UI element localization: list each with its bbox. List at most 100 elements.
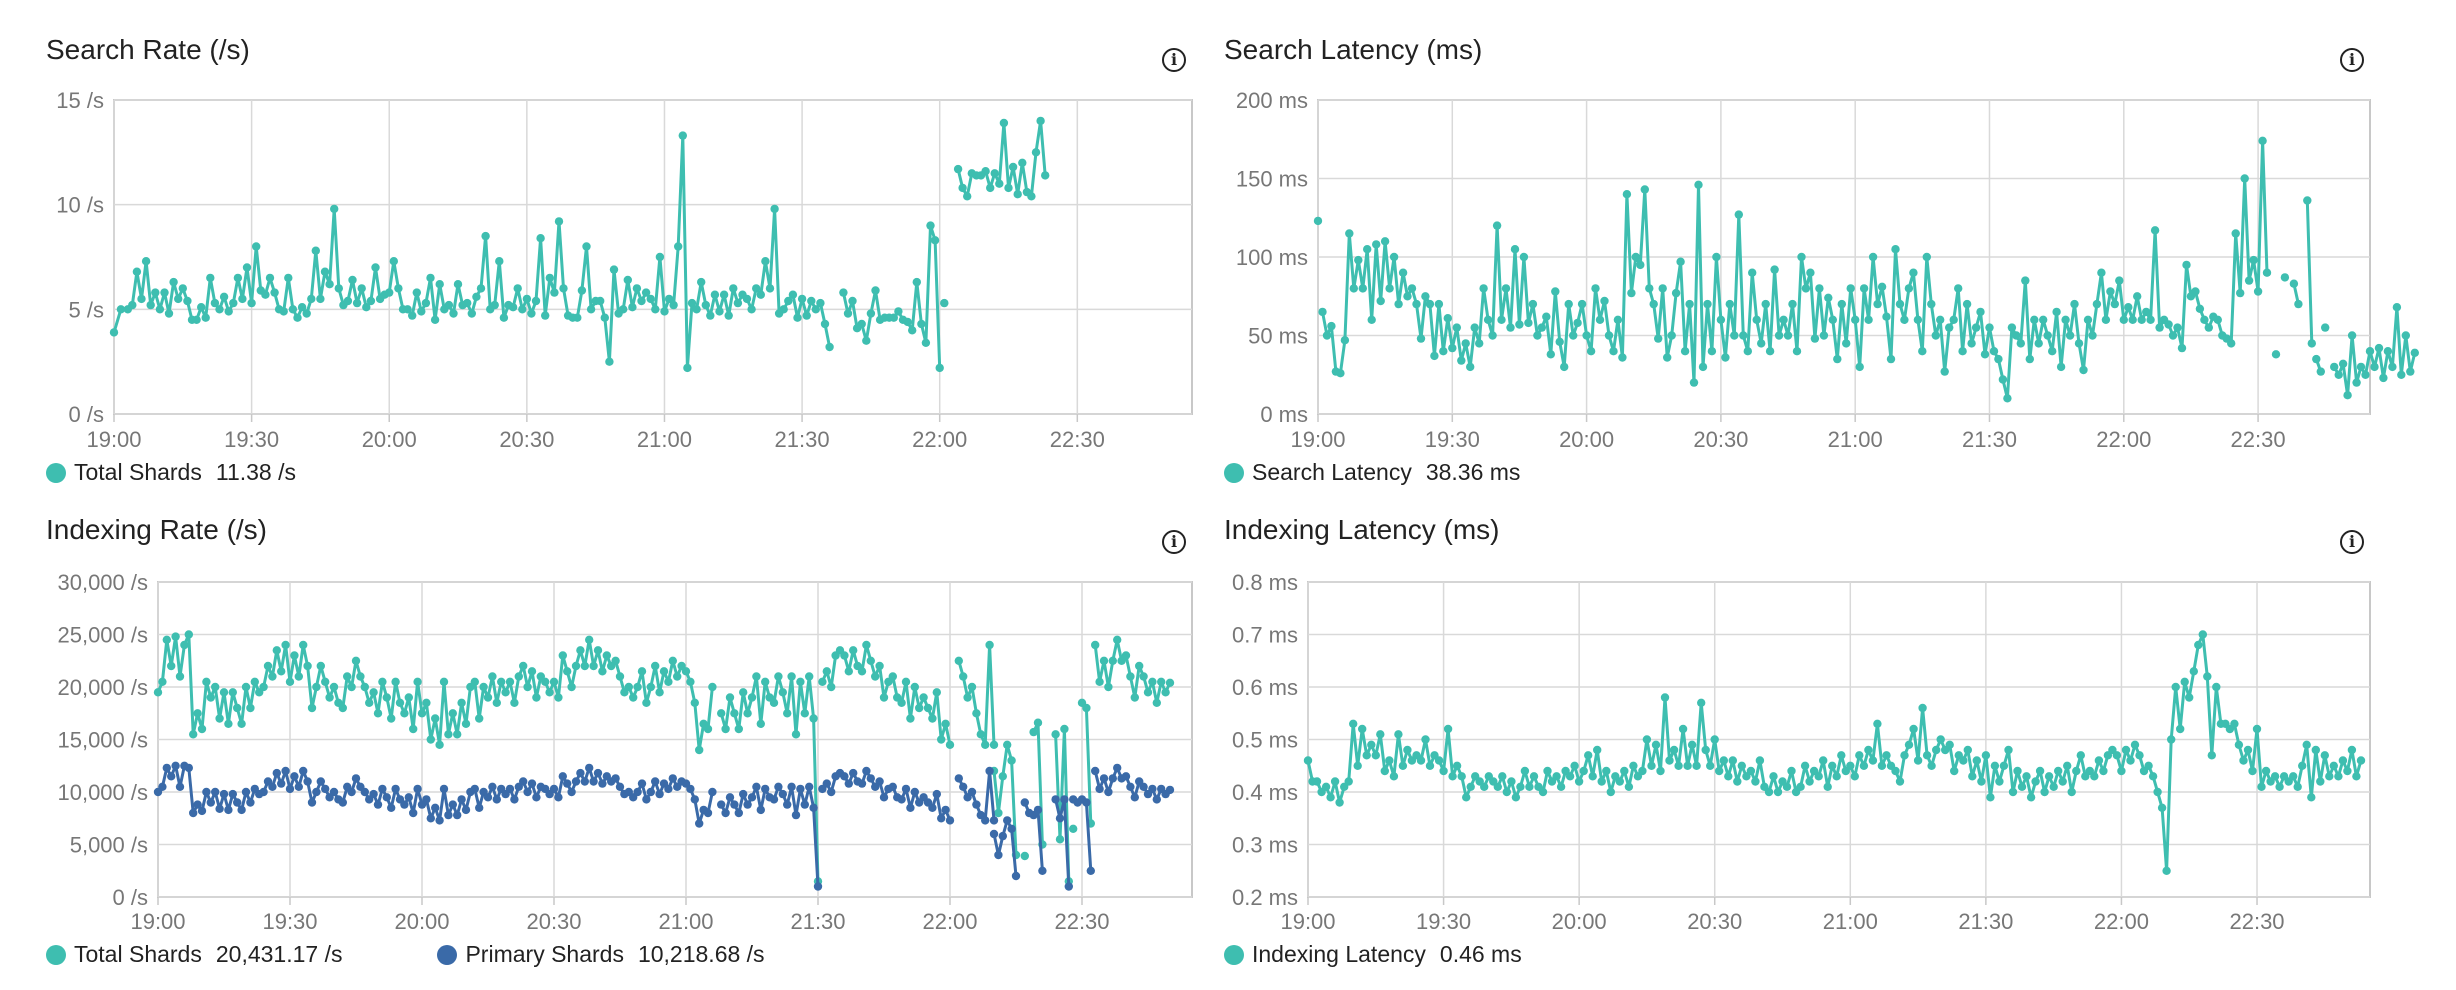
info-circle-icon[interactable]: i — [2340, 530, 2364, 554]
legend-item-total-shards[interactable]: Total Shards 11.38 /s — [46, 459, 296, 486]
info-circle-icon[interactable]: i — [1162, 48, 1186, 72]
data-point-total-shards — [463, 298, 472, 308]
data-point-primary-shards — [1139, 782, 1148, 791]
data-point-search-latency — [1936, 315, 1945, 324]
data-point-primary-shards — [844, 779, 853, 788]
data-point-primary-shards — [527, 779, 537, 788]
data-point-search-latency — [2307, 339, 2316, 348]
data-point-total-shards — [514, 672, 523, 681]
data-point-primary-shards — [453, 810, 462, 820]
data-point-total-shards — [623, 275, 632, 285]
data-point-indexing-latency — [2239, 756, 2248, 765]
data-point-primary-shards — [523, 787, 532, 797]
data-point-total-shards — [879, 693, 889, 702]
data-point-total-shards — [756, 290, 765, 299]
data-point-total-shards — [673, 672, 682, 681]
data-point-indexing-latency — [2343, 766, 2352, 776]
legend-label: Search Latency — [1252, 459, 1412, 485]
data-point-total-shards — [146, 300, 155, 310]
data-point-primary-shards — [580, 777, 589, 786]
data-point-total-shards — [284, 273, 293, 283]
data-point-search-latency — [1940, 367, 1949, 376]
data-point-indexing-latency — [1669, 745, 1679, 755]
data-point-search-latency — [2303, 196, 2312, 205]
legend-item-total-shards[interactable]: Total Shards 20,431.17 /s — [46, 941, 342, 968]
x-tick-label: 19:30 — [224, 427, 279, 452]
data-point-total-shards — [501, 688, 510, 697]
data-point-indexing-latency — [2148, 772, 2158, 781]
data-point-indexing-latency — [1755, 756, 1765, 765]
data-point-total-shards — [421, 298, 431, 308]
data-point-search-latency — [2016, 339, 2026, 348]
data-point-primary-shards — [241, 787, 251, 797]
x-tick-label: 22:30 — [2231, 427, 2286, 452]
data-point-primary-shards — [932, 789, 941, 799]
data-point-search-latency — [2003, 394, 2012, 403]
data-point-total-shards — [1004, 183, 1013, 193]
y-tick-label: 0.5 ms — [1232, 728, 1298, 753]
data-point-total-shards — [132, 267, 142, 276]
data-point-search-latency — [2191, 287, 2200, 296]
data-point-total-shards — [827, 682, 836, 692]
data-point-total-shards — [683, 363, 692, 373]
data-point-total-shards — [365, 698, 374, 707]
data-point-total-shards — [250, 677, 259, 686]
data-point-primary-shards — [448, 800, 457, 809]
data-point-indexing-latency — [1593, 745, 1602, 755]
data-point-indexing-latency — [2099, 766, 2108, 776]
data-point-primary-shards — [615, 782, 625, 791]
data-point-search-latency — [1824, 293, 1833, 302]
data-point-total-shards — [549, 677, 559, 686]
data-point-indexing-latency — [1819, 756, 1828, 765]
data-point-primary-shards — [901, 784, 911, 794]
data-point-search-latency — [1510, 245, 1520, 254]
series-line-primary-shards — [1054, 797, 1071, 887]
data-point-search-latency — [1407, 284, 1417, 293]
data-point-total-shards — [976, 730, 985, 739]
data-point-primary-shards — [928, 803, 937, 812]
data-point-total-shards — [641, 288, 651, 297]
data-point-primary-shards — [312, 787, 321, 797]
series-line-total-shards — [1054, 727, 1071, 882]
data-point-indexing-latency — [1990, 761, 2000, 770]
data-point-total-shards — [725, 693, 735, 702]
data-point-primary-shards — [1108, 774, 1118, 783]
data-point-total-shards — [646, 294, 655, 304]
data-point-primary-shards — [827, 787, 836, 797]
legend-item-indexing-latency[interactable]: Indexing Latency 0.46 ms — [1224, 941, 1522, 968]
data-point-indexing-latency — [1864, 745, 1873, 755]
data-point-search-latency — [2088, 331, 2097, 340]
info-circle-icon[interactable]: i — [1162, 530, 1186, 554]
data-point-indexing-latency — [1968, 772, 1977, 781]
data-point-indexing-latency — [1344, 777, 1353, 786]
data-point-total-shards — [862, 640, 871, 650]
data-point-primary-shards — [906, 803, 915, 812]
data-point-total-shards — [412, 288, 421, 297]
legend-item-search-latency[interactable]: Search Latency 38.36 ms — [1224, 459, 1520, 486]
x-tick-label: 22:30 — [1050, 427, 1105, 452]
data-point-indexing-latency — [1525, 782, 1534, 791]
data-point-total-shards — [910, 682, 919, 692]
data-point-search-latency — [2370, 362, 2379, 372]
data-point-indexing-latency — [1773, 787, 1783, 797]
info-circle-icon[interactable]: i — [2340, 48, 2364, 72]
data-point-primary-shards — [576, 768, 585, 778]
x-tick-label: 20:30 — [1687, 909, 1742, 934]
data-point-indexing-latency — [1371, 751, 1381, 760]
data-point-search-latency — [1466, 362, 1475, 372]
data-point-primary-shards — [285, 784, 295, 794]
legend-item-primary-shards[interactable]: Primary Shards 10,218.68 /s — [437, 941, 765, 968]
data-point-primary-shards — [360, 787, 369, 797]
data-point-total-shards — [605, 357, 614, 366]
data-point-total-shards — [742, 294, 752, 304]
data-point-primary-shards — [558, 772, 567, 781]
data-point-indexing-latency — [2017, 782, 2027, 791]
data-point-indexing-latency — [1425, 761, 1435, 770]
data-point-primary-shards — [435, 816, 444, 825]
data-point-primary-shards — [1130, 793, 1140, 802]
data-point-total-shards — [247, 298, 256, 308]
legend-dot — [1224, 944, 1244, 965]
data-point-total-shards — [866, 656, 875, 665]
